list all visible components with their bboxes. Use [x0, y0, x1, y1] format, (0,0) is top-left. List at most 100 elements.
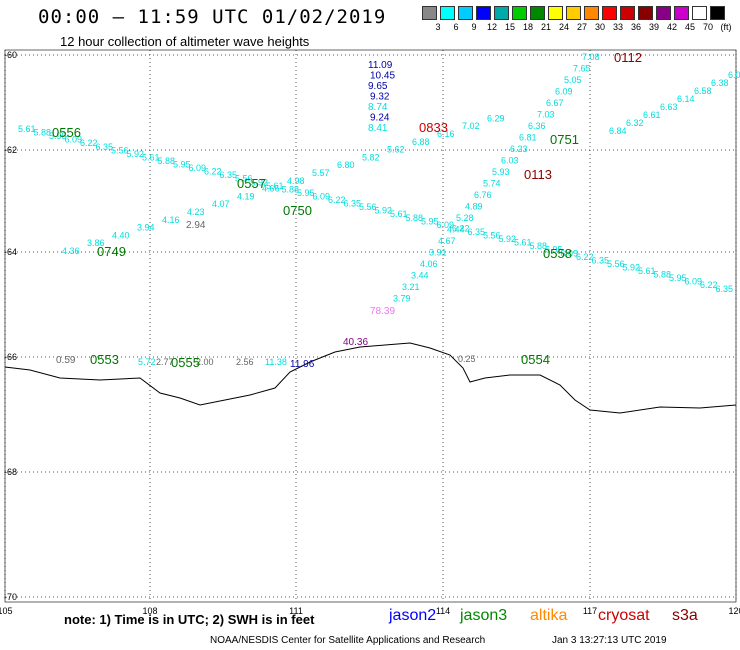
swh-value: 4.44	[447, 225, 465, 235]
swh-value: 5.95	[49, 131, 67, 141]
swh-value: 10.45	[370, 71, 395, 82]
colorbar-swatch	[656, 6, 671, 20]
swh-value: 11.38	[265, 357, 287, 367]
swh-value: 0.25	[458, 354, 476, 364]
swh-value: 40.36	[343, 337, 368, 348]
legend-jason2: jason2	[389, 607, 437, 624]
swh-value: 6.84	[609, 126, 627, 136]
swh-value: 7.02	[462, 121, 480, 131]
swh-value: 6.14	[677, 94, 695, 104]
colorbar-swatch	[674, 6, 689, 20]
swh-value: 6.80	[337, 160, 355, 170]
swh-value: 5.61	[514, 238, 532, 248]
swh-value: 5.56	[235, 174, 253, 184]
swh-value: 6.35	[468, 227, 486, 237]
swh-value: 6.36	[528, 121, 546, 131]
swh-value: 9.65	[368, 81, 388, 92]
swh-value: 6.04	[728, 70, 740, 80]
time-label: 0554	[521, 352, 550, 367]
time-label: 0553	[90, 352, 119, 367]
swh-value: 5.95	[545, 245, 563, 255]
y-tick-label: -62	[4, 145, 17, 155]
satellite-tracks: 5.615.885.956.096.226.355.565.925.615.88…	[18, 50, 740, 370]
page-subtitle: 12 hour collection of altimeter wave hei…	[60, 34, 310, 49]
colorbar-label: 6	[453, 22, 459, 32]
swh-value: 5.92	[127, 149, 145, 159]
swh-value: 6.09	[65, 135, 83, 145]
colorbar-swatch	[638, 6, 653, 20]
swh-value: 5.95	[669, 273, 687, 283]
swh-value: 5.56	[111, 145, 129, 155]
swh-value: 11.09	[368, 60, 393, 71]
colorbar-label: 33	[612, 22, 623, 32]
swh-value: 6.29	[487, 113, 505, 123]
swh-value: 4.07	[212, 199, 230, 209]
colorbar-label: 18	[522, 22, 533, 32]
swh-value: 5.92	[623, 262, 641, 272]
swh-value: 6.76	[474, 190, 492, 200]
swh-value: 6.58	[694, 86, 712, 96]
swh-value: 6.67	[546, 98, 564, 108]
colorbar-swatch	[692, 6, 707, 20]
swh-value: 5.92	[375, 206, 393, 216]
colorbar-swatch	[602, 6, 617, 20]
swh-value: 5.92	[251, 177, 269, 187]
map-grid	[4, 49, 737, 603]
colorbar-label: 39	[648, 22, 659, 32]
swh-value: 5.88	[530, 241, 548, 251]
swh-value: 5.95	[173, 160, 191, 170]
swh-value: 5.74	[483, 179, 501, 189]
swh-value: 5.95	[421, 216, 439, 226]
credit-text: NOAA/NESDIS Center for Satellite Applica…	[210, 635, 486, 646]
swh-value: 7.65	[573, 64, 591, 74]
colorbar-label: 21	[540, 22, 551, 32]
y-tick-label: -68	[4, 467, 17, 477]
swh-value: 6.09	[561, 248, 579, 258]
antarctic-coastline	[4, 342, 737, 414]
legend-altika: altika	[530, 607, 568, 624]
swh-value: 6.22	[204, 167, 222, 177]
colorbar-label: 12	[486, 22, 497, 32]
swh-value: 5.88	[282, 184, 300, 194]
swh-value: 4.67	[438, 236, 456, 246]
swh-value: 2.00	[196, 357, 214, 367]
colorbar-swatch	[620, 6, 635, 20]
swh-value: 6.38	[711, 78, 729, 88]
swh-value: 4.66	[262, 184, 280, 194]
colorbar-swatch	[530, 6, 545, 20]
swh-value: 0.59	[56, 355, 76, 366]
colorbar-label: 24	[558, 22, 569, 32]
swh-value: 6.22	[576, 252, 594, 262]
swh-value: 5.56	[483, 231, 501, 241]
colorbar-swatch	[584, 6, 599, 20]
y-tick-label: -60	[4, 50, 17, 60]
x-tick-label: 120	[728, 606, 740, 616]
swh-value: 5.93	[492, 167, 510, 177]
colorbar-label: 15	[504, 22, 515, 32]
colorbar-label: 42	[666, 22, 677, 32]
axis-ticks: 105 108 111 114 117 120 -60 -62 -64 -66 -68 -70	[0, 50, 740, 616]
swh-value: 6.35	[344, 199, 362, 209]
x-tick-label: 114	[436, 606, 450, 616]
swh-value: 9.32	[370, 92, 390, 103]
swh-value: 6.35	[220, 170, 238, 180]
y-tick-label: -70	[4, 592, 17, 602]
colorbar-label: 3	[435, 22, 441, 32]
swh-value: 5.28	[456, 213, 474, 223]
colorbar-swatch	[710, 6, 725, 20]
swh-value: 6.32	[626, 118, 644, 128]
swh-value: 4.23	[187, 207, 205, 217]
legend-s3a: s3a	[672, 607, 698, 624]
colorbar-label: (ft)	[720, 22, 732, 32]
swh-value: 4.19	[237, 191, 255, 201]
swh-value: 5.95	[297, 188, 315, 198]
time-label: 0555	[171, 355, 200, 370]
swh-value: 5.88	[406, 213, 424, 223]
time-label: 0113	[524, 167, 552, 182]
swh-value: 6.88	[412, 137, 430, 147]
x-tick-label: 117	[583, 606, 597, 616]
swh-value: 6.22	[452, 223, 470, 233]
colorbar-label: 27	[576, 22, 587, 32]
swh-value: 2.94	[186, 220, 206, 231]
